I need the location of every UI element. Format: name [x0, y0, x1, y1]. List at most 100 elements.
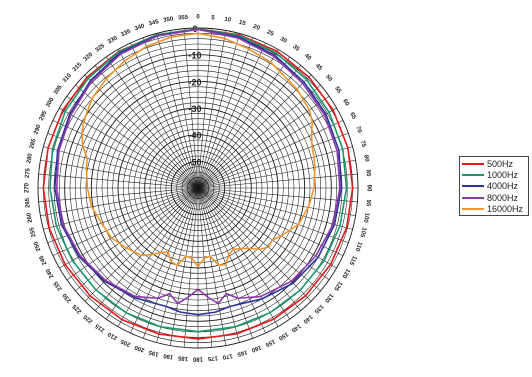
angle-tick-label: 340	[134, 23, 146, 32]
angle-tick-label: 260	[26, 211, 34, 223]
angle-tick-label: 50	[324, 74, 333, 83]
grid-spoke	[183, 28, 199, 189]
grid-spoke	[197, 173, 358, 189]
angle-tick-label: 190	[162, 352, 174, 360]
angle-tick-label: 70	[354, 126, 362, 135]
legend-label-4000hz: 4000Hz	[487, 181, 519, 192]
angle-tick-label: 250	[33, 240, 42, 252]
angle-tick-label: 175	[207, 354, 218, 361]
grid-spoke	[43, 146, 199, 189]
angle-tick-label: 290	[33, 123, 42, 135]
angle-tick-label: 5	[211, 15, 216, 21]
grid-spoke	[197, 37, 253, 189]
angle-tick-label: 270	[25, 182, 31, 193]
grid-spoke	[47, 133, 199, 189]
angle-tick-label: 120	[340, 267, 351, 279]
angle-tick-label: 245	[38, 254, 48, 266]
grid-spoke	[197, 96, 330, 189]
grid-spoke	[130, 42, 199, 189]
angle-tick-label: 345	[148, 19, 160, 28]
angle-tick-label: 25	[266, 29, 275, 38]
grid-spoke	[197, 74, 312, 189]
legend-label-1000hz: 1000Hz	[487, 170, 519, 181]
grid-spoke	[197, 187, 337, 269]
angle-tick-label: 110	[353, 241, 362, 253]
angle-tick-label: 105	[358, 226, 367, 238]
grid-spoke	[197, 146, 353, 189]
legend-item: 1000Hz	[462, 169, 528, 180]
legend-swatch-1000hz	[462, 174, 484, 177]
angle-tick-label: 305	[53, 84, 64, 96]
grid-spoke	[197, 187, 213, 348]
grid-spoke	[52, 120, 199, 189]
radial-tick-label: -10	[188, 51, 201, 61]
grid-spoke	[169, 30, 199, 189]
grid-spoke	[94, 65, 199, 189]
angle-tick-label: 40	[303, 53, 312, 62]
grid-spoke	[197, 84, 321, 189]
angle-tick-label: 100	[362, 212, 370, 224]
series-line-500hz	[42, 28, 354, 340]
angle-tick-label: 335	[120, 28, 132, 38]
angle-tick-label: 225	[71, 302, 83, 314]
grid-spoke	[38, 173, 199, 189]
grid-spoke	[183, 187, 199, 348]
grid-spoke	[38, 187, 199, 203]
angle-tick-label: 350	[163, 16, 175, 24]
grid-spoke	[197, 65, 302, 189]
angle-tick-label: 205	[120, 337, 132, 347]
angle-tick-label: 265	[25, 197, 32, 208]
grid-spoke	[197, 120, 344, 189]
grid-spoke	[197, 42, 266, 189]
grid-spoke	[197, 187, 344, 256]
angle-tick-label: 10	[224, 17, 232, 24]
angle-tick-label: 155	[264, 338, 276, 348]
angle-tick-label: 300	[45, 96, 56, 108]
radial-tick-label: -20	[188, 77, 201, 87]
angle-tick-label: 210	[106, 330, 118, 341]
angle-tick-label: 195	[148, 348, 160, 357]
series-line-8000hz	[55, 28, 341, 305]
angle-tick-label: 65	[348, 112, 357, 121]
angle-tick-label: 80	[362, 155, 369, 163]
angle-tick-label: 85	[364, 170, 371, 178]
grid-spoke	[94, 187, 199, 311]
series-line-1000hz	[49, 28, 348, 333]
angle-tick-label: 95	[364, 199, 371, 207]
grid-spoke	[156, 33, 199, 189]
angle-tick-label: 130	[323, 292, 334, 304]
legend-item: 500Hz	[462, 158, 528, 169]
angle-tick-label: 165	[236, 348, 248, 357]
angle-tick-label: 330	[107, 35, 119, 46]
legend-label-16000hz: 16000Hz	[487, 204, 524, 215]
grid-spoke	[43, 187, 199, 230]
angle-tick-label: 145	[289, 322, 301, 333]
grid-spoke	[169, 187, 199, 346]
grid-spoke	[66, 96, 199, 189]
grid-spoke	[197, 187, 266, 334]
grid-spoke	[197, 56, 290, 189]
angle-tick-label: 310	[62, 72, 73, 84]
angle-tick-label: 315	[72, 61, 84, 73]
grid-spoke	[59, 107, 199, 189]
grid-spoke	[197, 187, 253, 339]
grid-spoke	[197, 187, 349, 243]
grid-spoke	[197, 187, 290, 320]
legend: 500Hz 1000Hz 4000Hz 8000Hz 16000Hz	[459, 156, 529, 216]
angle-tick-label: 55	[333, 86, 342, 95]
legend-swatch-8000hz	[462, 196, 484, 199]
grid-spoke	[143, 37, 199, 189]
grid-spoke	[59, 187, 199, 269]
angle-tick-label: 125	[332, 280, 343, 292]
angle-tick-label: 135	[312, 303, 324, 315]
grid-spoke	[197, 187, 356, 217]
angle-tick-label: 180	[192, 355, 203, 361]
grid-spoke	[117, 187, 199, 327]
grid-spoke	[106, 187, 199, 320]
angle-tick-label: 115	[347, 254, 357, 266]
grid-spoke	[84, 74, 199, 189]
angle-tick-label: 90	[365, 185, 371, 192]
angle-tick-label: 295	[39, 110, 49, 122]
